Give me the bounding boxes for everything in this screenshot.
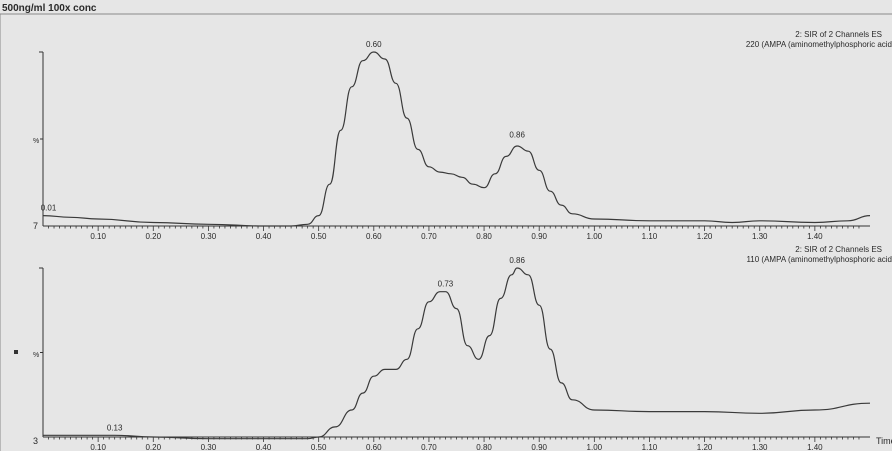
trace-label: 220 (AMPA (aminomethylphosphoric acid — [746, 40, 892, 49]
x-tick-label: 0.20 — [145, 443, 161, 451]
x-tick-label: 0.60 — [366, 232, 382, 241]
x-tick-label: 0.80 — [476, 443, 492, 451]
channel-marker — [14, 350, 18, 354]
x-tick-label: 0.10 — [90, 232, 106, 241]
y-axis-label: % — [33, 352, 39, 359]
x-tick-label: 0.20 — [145, 232, 161, 241]
x-tick-label: 0.30 — [201, 232, 217, 241]
x-tick-label: 0.80 — [476, 232, 492, 241]
chromatogram-panel-top: 2: SIR of 2 Channels ES 220 (AMPA (amino… — [33, 30, 892, 241]
x-tick-label: 1.20 — [697, 232, 713, 241]
baseline-label: 3 — [33, 436, 38, 446]
chromatogram-panel-bottom: 2: SIR of 2 Channels ES 110 (AMPA (amino… — [14, 245, 892, 451]
x-tick-label: 0.90 — [531, 232, 547, 241]
trace-label: 110 (AMPA (aminomethylphosphoric acid — [746, 255, 892, 264]
baseline-label: 7 — [33, 221, 38, 231]
x-tick-label: 0.70 — [421, 443, 437, 451]
x-tick-label: 0.50 — [311, 443, 327, 451]
series-line — [42, 51, 871, 227]
peak-label: 0.86 — [509, 130, 525, 139]
peak-label: 0.13 — [107, 423, 123, 432]
peak-label: 0.73 — [438, 280, 454, 289]
x-tick-label: 0.50 — [311, 232, 327, 241]
x-tick-label: 1.10 — [642, 443, 658, 451]
x-tick-label: 0.10 — [90, 443, 106, 451]
peak-label: 0.01 — [41, 204, 57, 213]
channel-label: 2: SIR of 2 Channels ES — [795, 245, 882, 254]
x-tick-label: 0.40 — [256, 443, 272, 451]
x-tick-label: 1.40 — [807, 232, 823, 241]
time-axis-label: Time — [876, 436, 892, 446]
window-title: 500ng/ml 100x conc — [2, 3, 97, 14]
x-tick-label: 1.30 — [752, 443, 768, 451]
x-tick-label: 1.40 — [807, 443, 823, 451]
x-tick-label: 1.30 — [752, 232, 768, 241]
x-tick-label: 1.00 — [587, 443, 603, 451]
channel-label: 2: SIR of 2 Channels ES — [795, 30, 882, 39]
x-tick-label: 1.00 — [587, 232, 603, 241]
series-line — [42, 267, 871, 440]
x-tick-label: 0.30 — [201, 443, 217, 451]
x-tick-label: 0.90 — [531, 443, 547, 451]
x-tick-label: 1.20 — [697, 443, 713, 451]
x-tick-label: 0.60 — [366, 443, 382, 451]
x-tick-label: 0.70 — [421, 232, 437, 241]
x-tick-label: 1.10 — [642, 232, 658, 241]
peak-label: 0.60 — [366, 40, 382, 49]
x-tick-label: 0.40 — [256, 232, 272, 241]
peak-label: 0.86 — [509, 256, 525, 265]
y-axis-label: % — [33, 138, 39, 145]
